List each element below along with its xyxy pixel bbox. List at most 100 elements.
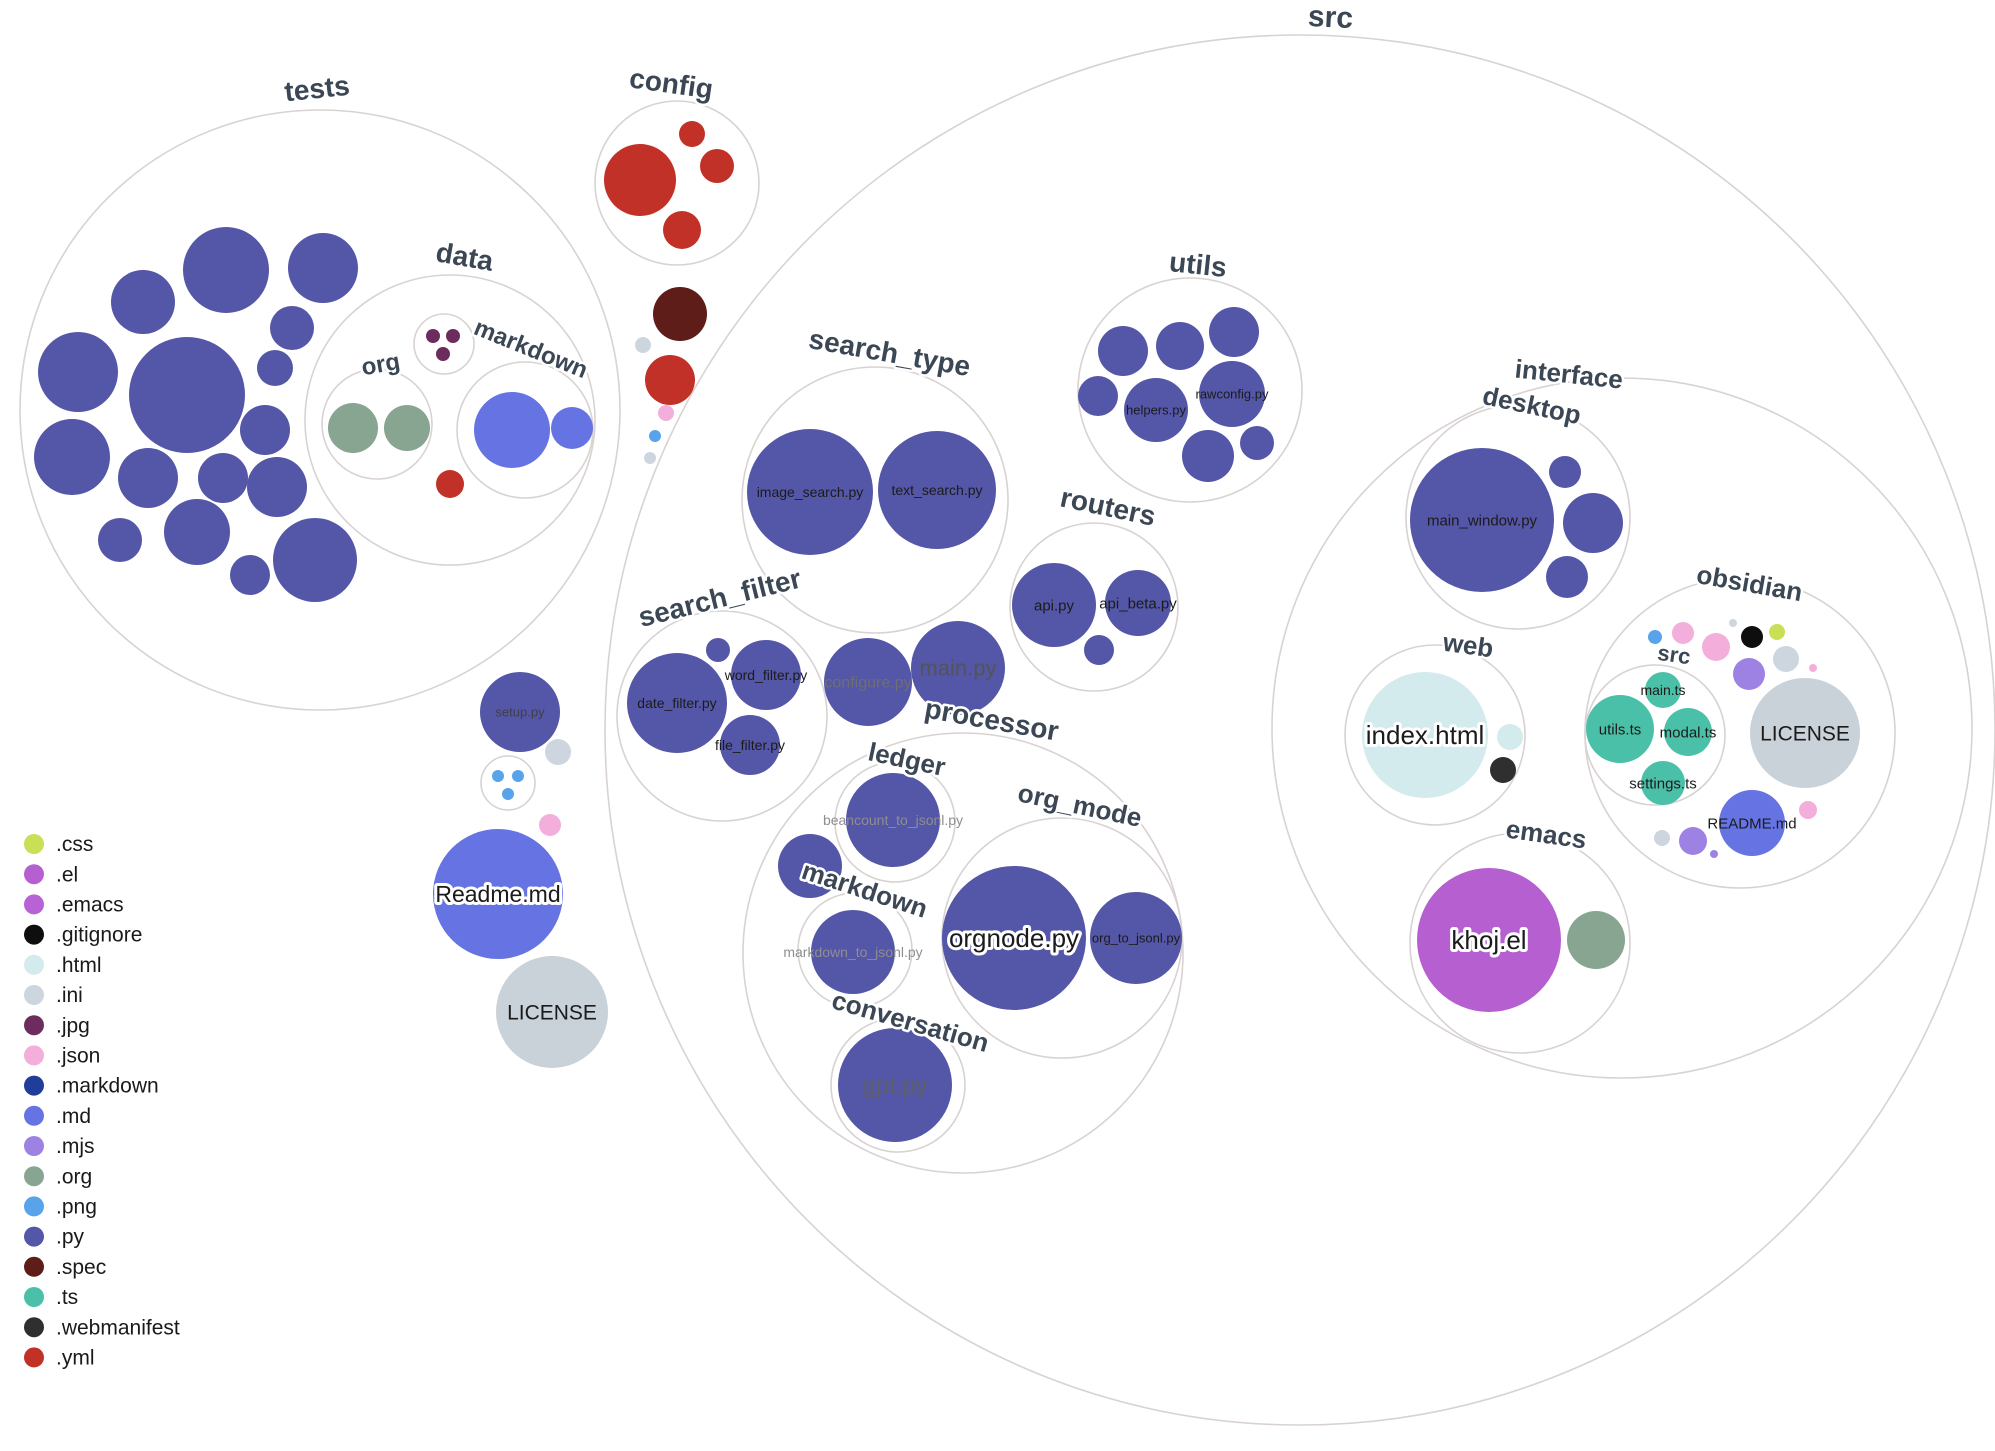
legend-swatch-ts-icon: [24, 1287, 44, 1307]
directory-circle-routers: [1009, 522, 1179, 692]
legend-swatch-gitignore-icon: [24, 924, 44, 945]
file-circle: [649, 430, 661, 442]
file-circle-api.py: [1012, 563, 1096, 647]
directory-circle-data: [304, 274, 596, 566]
legend-item-markdown: .markdown: [24, 1075, 159, 1098]
file-label-LICENSE: LICENSE: [1760, 722, 1850, 745]
legend-item-ini: .ini: [24, 984, 83, 1007]
directory-circle-data-jpg-dir: [413, 313, 475, 375]
file-circle: [1240, 426, 1274, 460]
legend-swatch-css-icon: [24, 834, 44, 854]
legend-label-mjs: .mjs: [56, 1135, 95, 1158]
file-circle: [1648, 630, 1662, 644]
file-label-modal.ts: modal.ts: [1660, 724, 1717, 741]
file-circle-markdown_to_jsonl.py: [811, 910, 895, 994]
legend-swatch-webmanifest-icon: [24, 1317, 44, 1338]
legend-item-org: .org: [24, 1165, 92, 1188]
legend-label-markdown: .markdown: [56, 1075, 159, 1098]
file-label-api.py: api.py: [1034, 597, 1075, 614]
legend-label-webmanifest: .webmanifest: [56, 1316, 180, 1339]
file-circle-main_window.py: [1410, 448, 1554, 592]
file-circle: [1209, 307, 1259, 357]
legend-swatch-yml-icon: [24, 1347, 44, 1368]
file-circle: [436, 470, 464, 498]
directory-circle-processor-conversation: [830, 1017, 966, 1153]
directory-label-utils: utils: [1168, 246, 1228, 283]
legend-item-html: .html: [24, 954, 102, 977]
file-circle: [240, 405, 290, 455]
legend-label-el: .el: [56, 863, 78, 886]
file-circle: [436, 347, 450, 361]
legend: .css .el .emacs .gitignore .html .ini .jpg .jso…: [24, 833, 180, 1370]
file-label-settings.ts: settings.ts: [1629, 775, 1697, 792]
file-label-api_beta.py: api_beta.py: [1099, 595, 1177, 612]
legend-item-ts: .ts: [24, 1286, 78, 1309]
directory-circle-config: [594, 100, 760, 266]
file-label-utils.ts: utils.ts: [1599, 721, 1642, 738]
directory-circle-interface-emacs: [1409, 832, 1631, 1054]
file-circle-utils.ts: [1586, 695, 1654, 763]
legend-swatch-ini-icon: [24, 985, 44, 1005]
file-circle: [474, 392, 550, 468]
file-circle: [257, 350, 293, 386]
file-label-khoj.el: khoj.el: [1451, 925, 1526, 955]
file-circle: [645, 355, 695, 405]
file-circle: [328, 403, 378, 453]
legend-swatch-py-icon: [24, 1226, 44, 1247]
file-circle: [273, 518, 357, 602]
file-circle: [384, 405, 430, 451]
file-circle: [1769, 624, 1785, 640]
file-circle-gpt.py: [838, 1028, 952, 1142]
file-circle: [1672, 622, 1694, 644]
file-circle: [1497, 724, 1523, 750]
directory-circle-obsidian-src: [1584, 664, 1726, 806]
file-circle: [512, 770, 524, 782]
file-circle: [34, 419, 110, 495]
file-labels: setup.py Readme.md LICENSE main.py configure…: [432, 387, 1850, 1100]
directory-label-search_filter: search_filter: [635, 563, 804, 633]
legend-item-el: .el: [24, 863, 78, 886]
file-label-main_window.py: main_window.py: [1427, 512, 1538, 529]
file-circle: [539, 814, 561, 836]
file-circle-date_filter.py: [627, 653, 727, 753]
file-circle: [551, 407, 593, 449]
file-circle: [230, 555, 270, 595]
legend-swatch-org-icon: [24, 1166, 44, 1187]
file-circle: [663, 211, 701, 249]
file-circle: [1741, 626, 1763, 648]
file-label-main.ts: main.ts: [1640, 682, 1685, 698]
file-label-LICENSE: LICENSE: [507, 1001, 597, 1024]
directory-circle-search_filter: [616, 610, 828, 822]
file-circle: [183, 227, 269, 313]
file-label-beancount_to_jsonl.py: beancount_to_jsonl.py: [823, 812, 963, 828]
file-circle-main.ts: [1645, 672, 1681, 708]
file-circle-rawconfig.py: [1199, 361, 1265, 427]
file-circle: [111, 270, 175, 334]
directory-circle-src: [604, 34, 1995, 1426]
file-circle: [1549, 456, 1581, 488]
directory-label-tests: tests: [283, 70, 351, 108]
legend-item-png: .png: [24, 1196, 97, 1219]
legend-swatch-jpg-icon: [24, 1015, 44, 1036]
directory-circle-search_type: [741, 366, 1009, 634]
directory-label-data-org: org: [359, 348, 402, 381]
legend-swatch-spec-icon: [24, 1256, 44, 1277]
file-circle-README.md: [1719, 790, 1785, 856]
file-circle: [1078, 376, 1118, 416]
legend-label-png: .png: [56, 1196, 97, 1219]
file-circle-image_search.py: [747, 429, 873, 555]
legend-swatch-mjs-icon: [24, 1136, 44, 1156]
file-circle-khoj.el: [1417, 868, 1561, 1012]
directory-circle-utils: [1077, 277, 1303, 503]
legend-swatch-png-icon: [24, 1196, 44, 1217]
directory-label-config: config: [628, 62, 715, 104]
file-label-markdown_to_jsonl.py: markdown_to_jsonl.py: [783, 944, 922, 960]
directory-circle-root-png-dir: [480, 755, 536, 811]
file-circle-modal.ts: [1664, 708, 1712, 756]
file-circle-helpers.py: [1124, 378, 1188, 442]
directory-circle-interface: [1271, 377, 1973, 1079]
file-circle-orgnode.py: [942, 866, 1086, 1010]
file-label-index.html: index.html: [1366, 720, 1485, 750]
legend-item-webmanifest: .webmanifest: [24, 1316, 180, 1339]
legend-item-css: .css: [24, 833, 93, 856]
